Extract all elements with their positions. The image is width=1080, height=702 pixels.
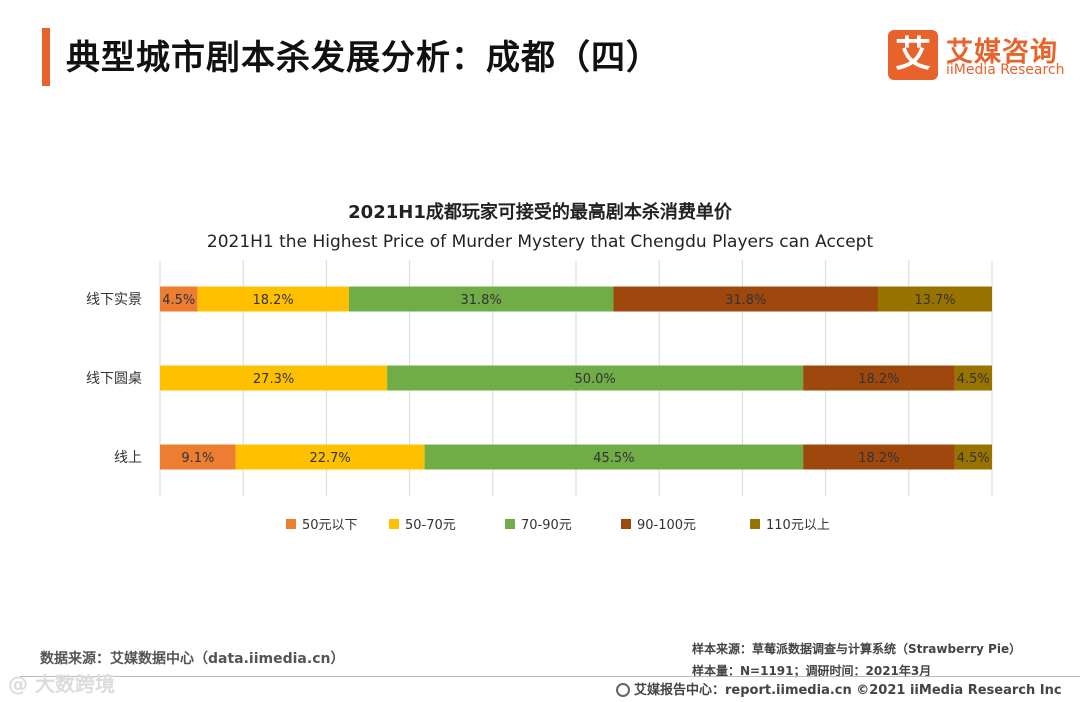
data-label: 31.8%	[725, 293, 766, 308]
data-label: 18.2%	[858, 372, 899, 387]
data-label: 50.0%	[574, 372, 615, 387]
data-label: 4.5%	[162, 293, 195, 308]
bar-segment	[954, 365, 992, 391]
legend-label: 50元以下	[302, 518, 358, 533]
data-label: 31.8%	[460, 293, 501, 308]
legend-swatch	[621, 519, 631, 529]
bar-segment	[197, 286, 349, 312]
bar-segment	[803, 365, 955, 391]
legend-swatch	[505, 519, 515, 529]
data-label: 9.1%	[181, 451, 214, 466]
chart-subtitle: 2021H1 the Highest Price of Murder Myste…	[206, 232, 874, 252]
bar-segment	[954, 444, 992, 470]
data-label: 22.7%	[309, 451, 350, 466]
legend-label: 90-100元	[637, 518, 696, 533]
logo-text-cn: 艾媒咨询	[946, 37, 1058, 68]
legend-label: 70-90元	[521, 518, 572, 533]
watermark: @ 大数跨境	[8, 672, 115, 696]
logo-text-en: iiMedia Research	[946, 62, 1065, 78]
category-label: 线下圆桌	[86, 371, 142, 387]
legend-swatch	[750, 519, 760, 529]
legend-label: 50-70元	[405, 518, 456, 533]
bar-segment	[803, 444, 955, 470]
report-center: 艾媒报告中心：report.iimedia.cn ©2021 iiMedia R…	[616, 679, 1062, 698]
legend-label: 110元以上	[766, 518, 830, 533]
footer-divider	[20, 676, 1080, 677]
chart-title: 2021H1成都玩家可接受的最高剧本杀消费单价	[348, 202, 732, 223]
bar-segment	[613, 286, 879, 312]
page-title: 典型城市剧本杀发展分析：成都（四）	[66, 38, 661, 78]
bar-segment	[235, 444, 425, 470]
bar-segment	[160, 365, 388, 391]
data-label: 45.5%	[593, 451, 634, 466]
category-label: 线下实景	[86, 292, 142, 308]
data-label: 4.5%	[957, 451, 990, 466]
bar-segment	[387, 365, 804, 391]
legend-swatch	[389, 519, 399, 529]
bar-segment	[160, 286, 198, 312]
data-source: 数据来源：艾媒数据中心（data.iimedia.cn）	[40, 651, 345, 667]
bar-segment	[160, 444, 236, 470]
data-label: 4.5%	[957, 372, 990, 387]
data-label: 18.2%	[858, 451, 899, 466]
bar-segment	[424, 444, 804, 470]
sample-source: 样本来源：草莓派数据调查与计算系统（Strawberry Pie）	[692, 642, 1022, 656]
logo-mark: 艾	[888, 30, 938, 80]
globe-icon	[616, 683, 630, 697]
bar-segment	[348, 286, 614, 312]
report-center-text: 艾媒报告中心：report.iimedia.cn ©2021 iiMedia R…	[634, 683, 1062, 698]
legend-swatch	[286, 519, 296, 529]
sample-size: 样本量：N=1191；调研时间：2021年3月	[692, 664, 932, 678]
data-label: 27.3%	[253, 372, 294, 387]
bar-segment	[878, 286, 992, 312]
category-label: 线上	[114, 450, 142, 466]
iimedia-logo: 艾 艾媒咨询 iiMedia Research	[888, 30, 1068, 82]
title-accent-bar	[42, 28, 50, 86]
data-label: 18.2%	[252, 293, 293, 308]
data-label: 13.7%	[914, 293, 955, 308]
